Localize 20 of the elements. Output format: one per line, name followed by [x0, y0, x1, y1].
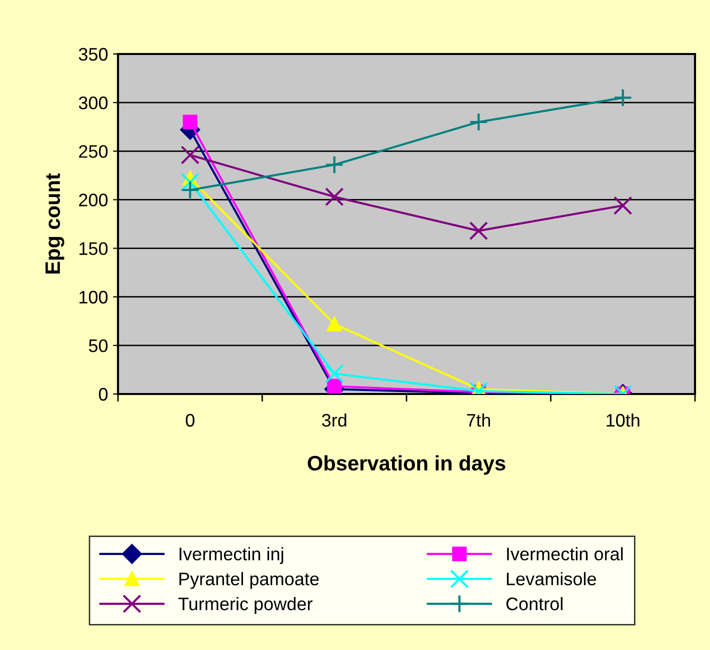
legend-label: Levamisole: [506, 572, 596, 586]
x-tick-label: 10th: [606, 413, 640, 427]
legend-label: Ivermectin inj: [180, 547, 284, 564]
y-tick-label: 150: [80, 242, 108, 256]
y-tick-label: 100: [80, 290, 108, 304]
y-tick-label: 250: [79, 145, 108, 158]
legend-label: Control: [506, 597, 562, 610]
y-tick-label: 300: [78, 96, 108, 110]
legend-label: Ivermectin oral: [507, 547, 623, 560]
x-tick-label: 7th: [467, 413, 490, 427]
x-tick-label: 3rd: [322, 413, 346, 427]
y-axis-title: Epg count: [46, 173, 64, 274]
y-tick-label: 50: [88, 339, 108, 352]
legend-label: Turmeric powder: [178, 597, 312, 614]
y-tick-label: 0: [98, 388, 108, 401]
y-tick-label: 350: [78, 48, 108, 61]
y-tick-label: 200: [79, 194, 108, 206]
x-tick-label: 0: [186, 414, 194, 427]
legend-label: Pyrantel pamoate: [179, 572, 319, 589]
x-axis-title: Observation in days: [308, 455, 506, 475]
